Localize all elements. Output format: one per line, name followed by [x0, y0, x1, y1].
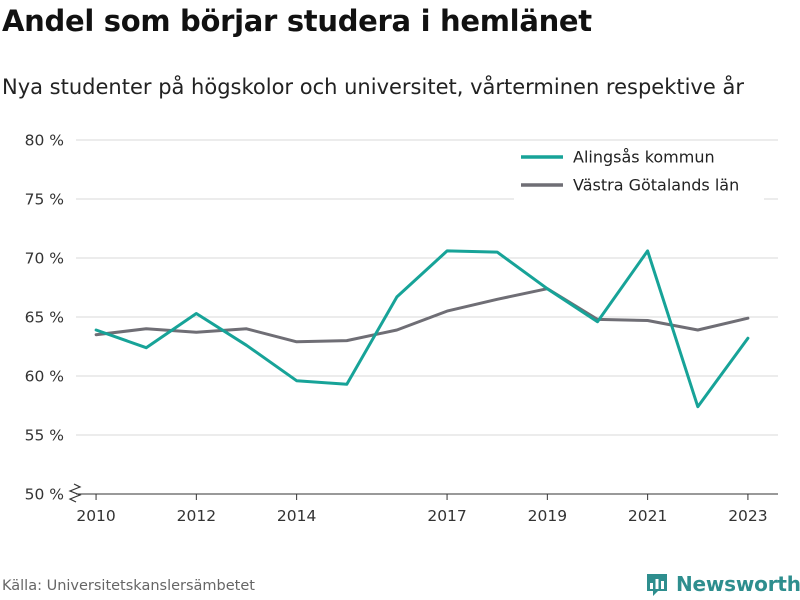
source-note: Källa: Universitetskanslersämbetet — [2, 578, 255, 594]
brand-name: Newsworthy — [676, 572, 800, 596]
y-tick-label: 55 % — [25, 427, 64, 445]
y-tick-label: 60 % — [25, 368, 64, 386]
y-tick-label: 50 % — [25, 486, 64, 504]
x-tick-label: 2017 — [427, 507, 466, 525]
x-tick-label: 2012 — [177, 507, 216, 525]
y-tick-label: 65 % — [25, 309, 64, 327]
series-lines — [94, 249, 750, 409]
series-line-v-stra-g-talands-l-n — [94, 287, 750, 344]
x-axis — [68, 483, 778, 503]
y-tick-label: 75 % — [25, 191, 64, 209]
chart-subtitle: Nya studenter på högskolor och universit… — [2, 75, 744, 99]
x-tick-label: 2010 — [76, 507, 115, 525]
x-axis-ticks: 2010 2012 2014 2017 2019 2021 2023 — [76, 494, 768, 525]
x-tick-label: 2023 — [728, 507, 767, 525]
series-line-alings-s-kommun — [94, 249, 750, 409]
brand-logo: Newsworthy — [646, 569, 800, 599]
newsworthy-logo-icon — [647, 574, 667, 596]
y-axis: 50 % 55 % 60 % 65 % 70 % 75 % 80 % — [25, 132, 64, 504]
x-tick-label: 2021 — [628, 507, 667, 525]
y-tick-label: 80 % — [25, 132, 64, 150]
legend-label: Västra Götalands län — [573, 176, 739, 195]
y-tick-label: 70 % — [25, 250, 64, 268]
legend: Alingsås kommun Västra Götalands län — [514, 143, 764, 201]
axis-break-icon — [68, 483, 82, 503]
legend-label: Alingsås kommun — [573, 148, 715, 167]
x-tick-label: 2019 — [528, 507, 567, 525]
chart-title: Andel som börjar studera i hemlänet — [2, 4, 592, 38]
gridlines — [76, 139, 778, 436]
x-tick-label: 2014 — [277, 507, 316, 525]
legend-box — [514, 143, 764, 201]
